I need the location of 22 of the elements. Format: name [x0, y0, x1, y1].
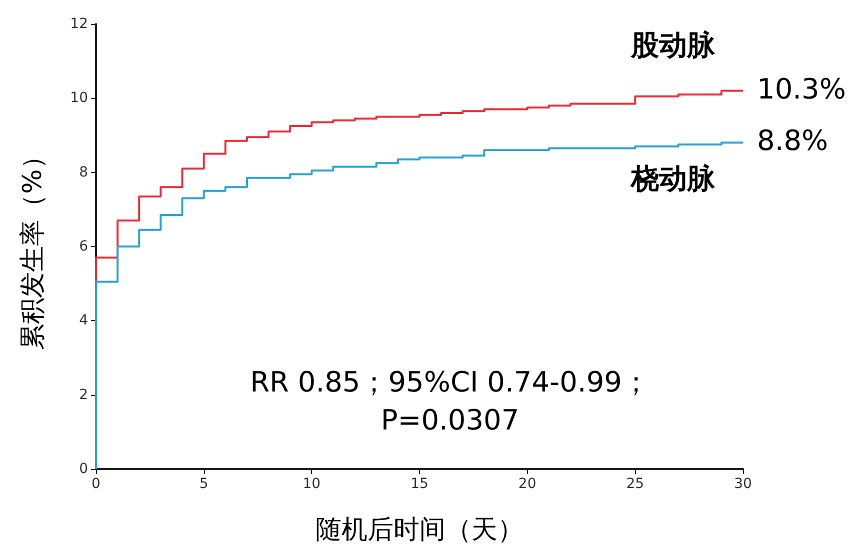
- x-axis-title: 随机后时间（天）: [316, 515, 524, 545]
- y-tick-label: 4: [79, 312, 88, 329]
- y-tick-label: 8: [79, 164, 88, 180]
- annotation: 8.8%: [757, 124, 828, 158]
- x-tick-label: 30: [734, 476, 752, 492]
- annotation: P=0.0307: [380, 404, 520, 436]
- x-tick-label: 20: [518, 476, 536, 492]
- series-label: 股动脉: [630, 28, 716, 62]
- x-tick-label: 0: [92, 476, 100, 492]
- annotation: RR 0.85；95%CI 0.74-0.99；: [250, 366, 650, 398]
- x-tick-label: 15: [410, 476, 428, 492]
- y-axis-title: 累积发生率（%）: [18, 143, 48, 350]
- y-tick-label: 0: [79, 461, 88, 477]
- y-tick-label: 12: [70, 16, 88, 32]
- x-tick-label: 10: [302, 476, 321, 492]
- y-tick-label: 10: [70, 90, 88, 106]
- y-tick-label: 6: [79, 238, 88, 254]
- series-label: 桡动脉: [630, 162, 716, 196]
- x-tick-label: 25: [626, 476, 644, 492]
- annotation: 10.3%: [757, 72, 846, 106]
- x-tick-label: 5: [199, 476, 208, 492]
- y-tick-label: 2: [79, 386, 88, 403]
